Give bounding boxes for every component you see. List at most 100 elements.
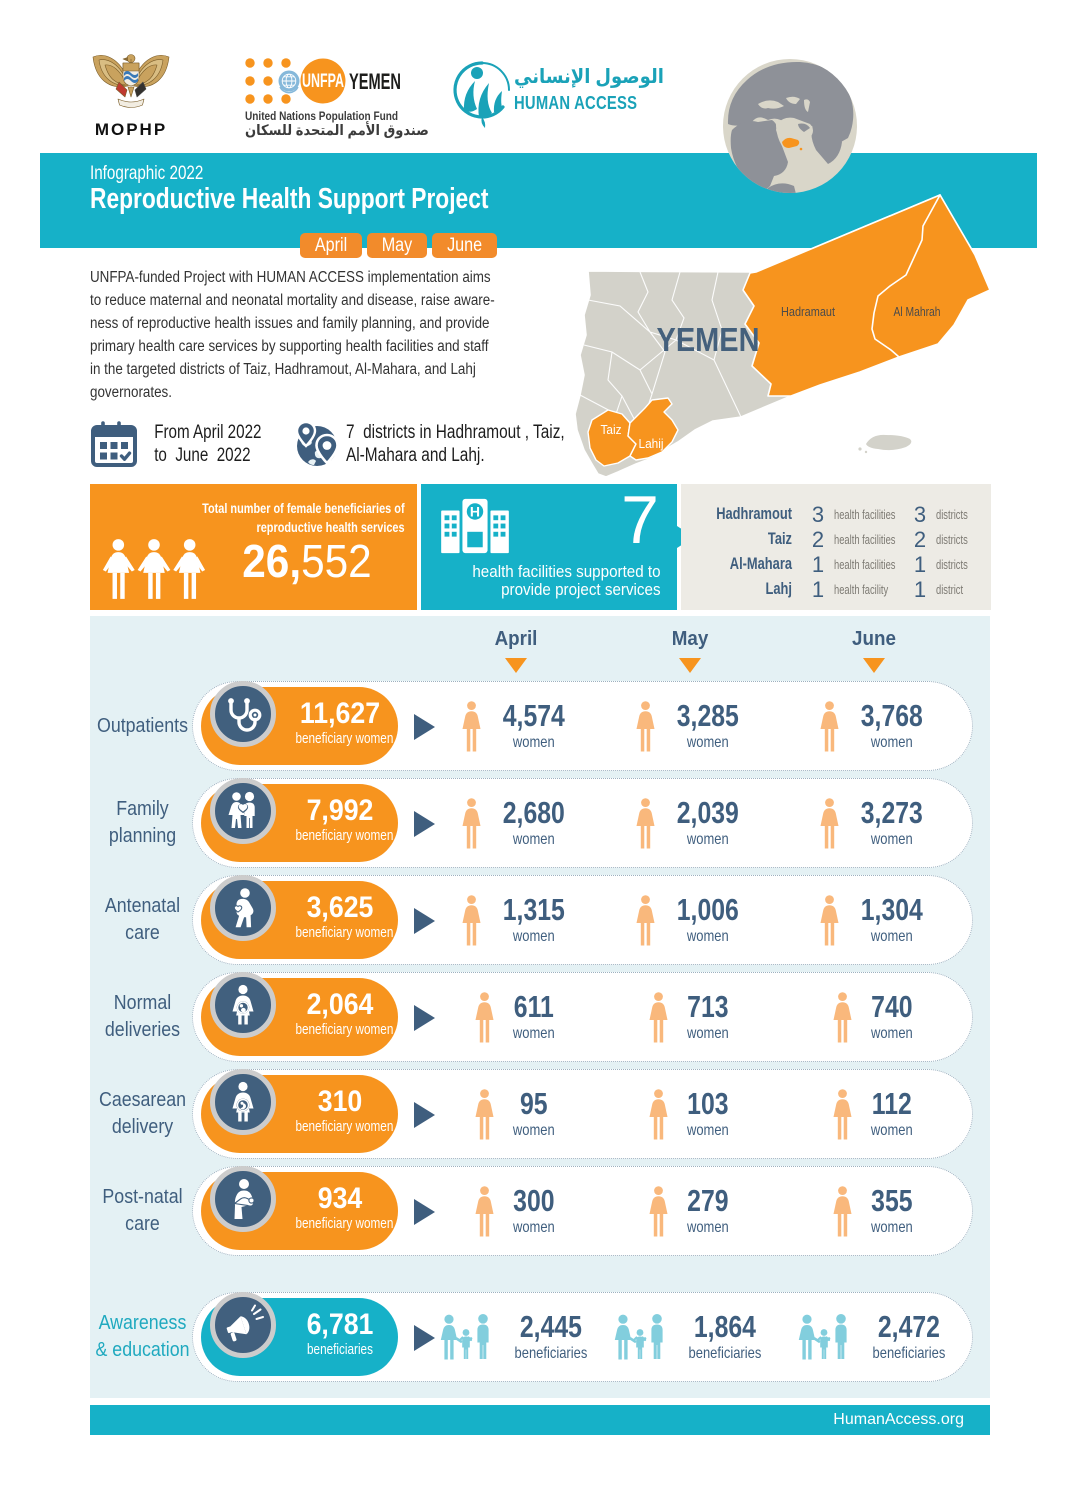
facilities-count: 7 — [621, 482, 659, 558]
row-arrow-icon — [414, 811, 435, 837]
value-cell: 4,574 women — [432, 682, 602, 770]
row-icon-circle — [210, 1292, 276, 1358]
woman-icon — [474, 992, 495, 1043]
governorate-name: Taiz — [767, 530, 792, 548]
cell-value: 1,304 — [860, 892, 924, 927]
row-label: Outpatients — [60, 713, 225, 740]
map-pin-globe-icon — [292, 420, 340, 468]
project-period: From April 2022 to June 2022 — [90, 420, 262, 468]
cell-unit: women — [687, 734, 729, 751]
facilities-caption-line2: provide project services — [501, 580, 661, 599]
normal-delivery-icon — [221, 983, 265, 1027]
paragraph-line: primary health care services by supporti… — [90, 338, 489, 355]
cell-unit: women — [687, 1122, 729, 1139]
woman-icon — [635, 895, 656, 946]
value-cell: 3,285 women — [606, 682, 776, 770]
woman-icon — [832, 1186, 853, 1237]
period-line2: to June 2022 — [154, 445, 251, 466]
row-total-label: beneficiary women — [295, 1216, 394, 1232]
paragraph-line: ness of reproductive health issues and f… — [90, 315, 490, 332]
svg-text:UNFPA: UNFPA — [302, 71, 344, 92]
governorate-districts-label: districts — [936, 532, 968, 547]
row-arrow-icon — [414, 1199, 435, 1225]
service-row: 7,992 beneficiary women 2,680 women 2,039 w… — [192, 778, 973, 868]
governorate-districts-count: 1 — [913, 576, 927, 602]
paragraph-line: UNFPA-funded Project with HUMAN ACCESS i… — [90, 269, 491, 286]
row-total-pill: 3,625 beneficiary women — [201, 875, 398, 959]
postnatal-icon — [221, 1177, 265, 1221]
row-label-line: Family — [116, 798, 169, 820]
woman-icon — [819, 798, 840, 849]
cell-unit: women — [513, 831, 555, 848]
family-planning-icon — [221, 789, 265, 833]
row-label: Antenatal care — [60, 893, 225, 947]
row-total-pill: 934 beneficiary women — [201, 1166, 398, 1250]
month-badges: April May June — [300, 233, 498, 258]
cell-unit: women — [871, 1219, 913, 1236]
row-label: Caesarean delivery — [60, 1087, 225, 1141]
human-access-logo: الوصول الإنساني HUMAN ACCESS — [452, 60, 664, 135]
row-label: Post-natal care — [60, 1184, 225, 1238]
governorate-row: Taiz 2 health facilities 2 districts — [681, 527, 991, 552]
unfpa-logo: UNFPA YEMEN United Nations Population Fu… — [245, 56, 435, 139]
value-cell: 2,472 beneficiaries — [790, 1293, 960, 1381]
governorate-facilities-count: 1 — [811, 551, 825, 577]
governorate-facilities-label: health facilities — [834, 532, 896, 547]
woman-icon — [648, 992, 669, 1043]
month-badge-may: May — [367, 233, 427, 258]
governorate-facilities-label: health facility — [834, 582, 889, 597]
row-label-line: Normal — [113, 992, 172, 1014]
project-districts: 7 districts in Hadhramout , Taiz, Al-Mah… — [292, 420, 616, 468]
governorate-row: Lahj 1 health facility 1 district — [681, 577, 991, 602]
service-row: 2,064 beneficiary women 611 women 713 women… — [192, 972, 973, 1062]
page-title: Reproductive Health Support Project — [90, 183, 489, 215]
svg-text:YEMEN: YEMEN — [349, 69, 401, 94]
row-total-label: beneficiary women — [295, 731, 394, 747]
governorate-districts-label: district — [936, 582, 964, 597]
service-row: 11,627 beneficiary women 4,574 women 3,285… — [192, 681, 973, 771]
total-beneficiaries-box: Total number of female beneficiaries of … — [90, 484, 417, 610]
value-cell: 1,864 beneficiaries — [606, 1293, 776, 1381]
row-total-pill: 310 beneficiary women — [201, 1069, 398, 1153]
column-header-june: June — [814, 628, 934, 673]
row-arrow-icon — [414, 908, 435, 934]
intro-paragraph: UNFPA-funded Project with HUMAN ACCESS i… — [90, 266, 558, 404]
row-label-line: Post-natal — [102, 1186, 183, 1208]
value-cell: 713 women — [606, 973, 776, 1061]
row-icon-circle — [210, 1166, 276, 1232]
mophp-eagle-icon — [92, 54, 170, 108]
row-total-pill: 11,627 beneficiary women — [201, 681, 398, 765]
unfpa-mark-icon: UNFPA YEMEN — [245, 58, 401, 104]
column-header-april: April — [456, 628, 576, 673]
map-country-label: YEMEN — [657, 321, 760, 358]
row-label-line: care — [125, 1213, 160, 1235]
governorate-facilities-label: health facilities — [834, 507, 896, 522]
period-line1: From April 2022 — [154, 422, 262, 443]
cell-value: 112 — [871, 1086, 912, 1121]
row-label-line: Awareness — [98, 1312, 187, 1334]
cell-unit: women — [871, 831, 913, 848]
row-total-label: beneficiary women — [295, 925, 394, 941]
woman-icon — [461, 701, 482, 752]
row-icon-circle — [210, 1069, 276, 1135]
value-cell: 2,680 women — [432, 779, 602, 867]
row-total-pill: 6,781 beneficiaries — [201, 1292, 398, 1376]
governorate-districts-label: districts — [936, 507, 968, 522]
row-total-label: beneficiary women — [295, 1119, 394, 1135]
row-total-value: 934 — [317, 1182, 363, 1215]
woman-icon — [474, 1186, 495, 1237]
value-cell: 279 women — [606, 1167, 776, 1255]
districts-line2: Al-Mahara and Lahj. — [346, 445, 485, 466]
yemen-map: YEMEN Hadramaut Al Mahrah Taiz Lahij — [574, 194, 991, 478]
paragraph-line: to reduce maternal and neonatal mortalit… — [90, 292, 495, 309]
value-cell: 112 women — [790, 1070, 960, 1158]
cell-value: 1,864 — [693, 1309, 756, 1344]
cell-value: 4,574 — [502, 698, 566, 733]
caesarean-icon — [221, 1080, 265, 1124]
woman-icon — [461, 798, 482, 849]
cell-value: 355 — [871, 1183, 913, 1218]
row-icon-circle — [210, 778, 276, 844]
cell-unit: women — [687, 1025, 729, 1042]
map-label-lahij: Lahij — [639, 437, 664, 451]
